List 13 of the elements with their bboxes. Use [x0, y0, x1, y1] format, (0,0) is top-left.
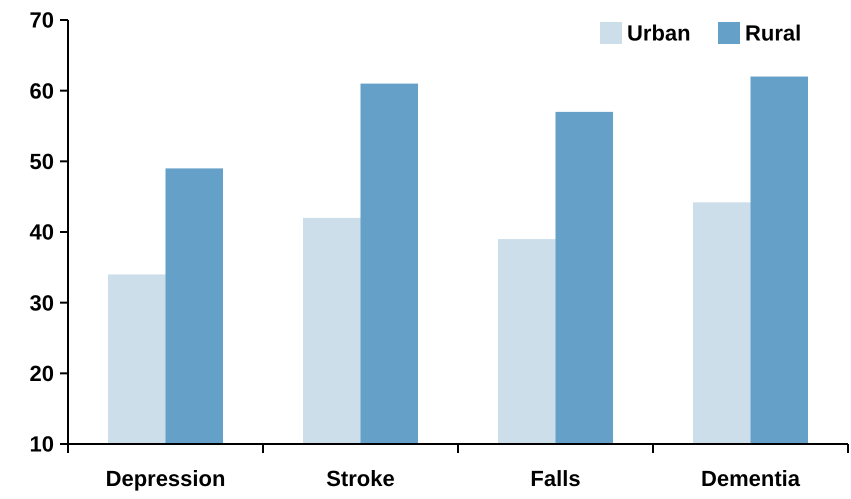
y-tick-label: 50: [30, 149, 54, 174]
y-tick-label: 70: [30, 8, 54, 33]
legend-label: Urban: [627, 20, 691, 46]
y-tick-label: 40: [30, 220, 54, 245]
x-tick-label: Dementia: [700, 466, 801, 491]
y-tick-label: 20: [30, 361, 54, 386]
legend-label: Rural: [745, 20, 802, 46]
y-tick-label: 60: [30, 78, 54, 104]
x-tick-label: Falls: [530, 466, 581, 491]
x-tick-label: Depression: [106, 466, 226, 491]
y-tick-label: 30: [30, 290, 54, 316]
y-tick-label: 10: [30, 432, 54, 457]
x-tick-label: Stroke: [326, 466, 395, 491]
